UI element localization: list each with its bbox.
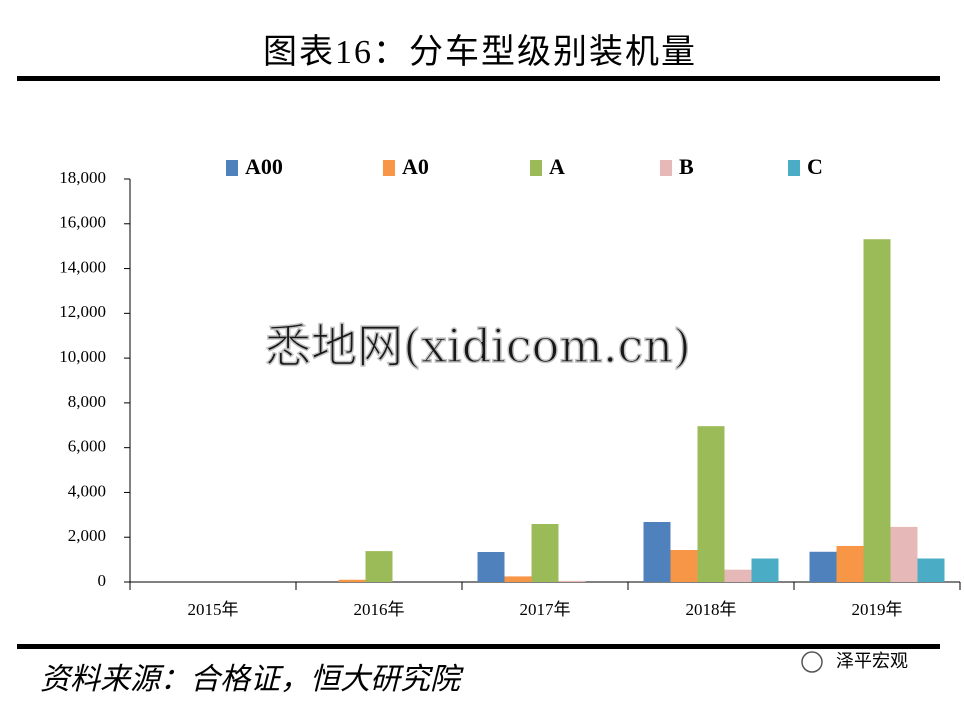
bar: [338, 579, 366, 582]
legend-swatch: [788, 160, 800, 176]
bar: [863, 239, 891, 582]
logo-icon: [801, 651, 823, 673]
x-tick-label: 2019年: [852, 600, 903, 619]
y-tick-label: 8,000: [68, 392, 106, 411]
x-tick-label: 2015年: [188, 600, 239, 619]
y-tick-label: 2,000: [68, 526, 106, 545]
bar: [836, 545, 864, 582]
source-note: 资料来源：合格证，恒大研究院: [40, 663, 464, 696]
bar: [670, 549, 698, 582]
legend-label: B: [679, 154, 694, 179]
bar: [504, 576, 532, 582]
footer-rule: [17, 644, 940, 649]
bar: [477, 551, 505, 582]
legend-label: A0: [402, 154, 429, 179]
chart-title: 图表16：分车型级别装机量: [263, 33, 697, 71]
bar: [365, 551, 393, 582]
plot-area: 0 2,000 4,000 6,000 8,000 10,000 12,000 14,000 1…: [59, 154, 961, 619]
logo-text: 泽平宏观: [836, 651, 908, 672]
bar: [643, 521, 671, 582]
legend-swatch: [383, 160, 395, 176]
bar: [890, 526, 918, 582]
x-tick-label: 2017年: [520, 600, 571, 619]
legend-label: A00: [245, 154, 283, 179]
legend-label: A: [549, 154, 565, 179]
y-tick-label: 14,000: [59, 257, 106, 276]
bar: [917, 558, 945, 582]
y-tick-label: 10,000: [59, 347, 106, 366]
y-tick-label: 12,000: [59, 302, 106, 321]
bar: [809, 551, 837, 582]
watermark: 悉地网(xidicom.cn): [265, 319, 691, 373]
y-tick-label: 16,000: [59, 213, 106, 232]
bar: [751, 558, 779, 582]
bar: [531, 524, 559, 582]
y-tick-label: 18,000: [59, 168, 106, 187]
y-tick-label: 4,000: [68, 481, 106, 500]
x-tick-label: 2016年: [354, 600, 405, 619]
title-rule: [17, 76, 940, 81]
legend-label: C: [807, 154, 823, 179]
legend-swatch: [660, 160, 672, 176]
bar: [697, 426, 725, 582]
legend-swatch: [530, 160, 542, 176]
y-tick-label: 0: [98, 571, 107, 590]
y-tick-label: 6,000: [68, 437, 106, 456]
x-tick-label: 2018年: [686, 600, 737, 619]
bar: [724, 569, 752, 582]
legend-swatch: [226, 160, 238, 176]
bar: [558, 580, 586, 582]
